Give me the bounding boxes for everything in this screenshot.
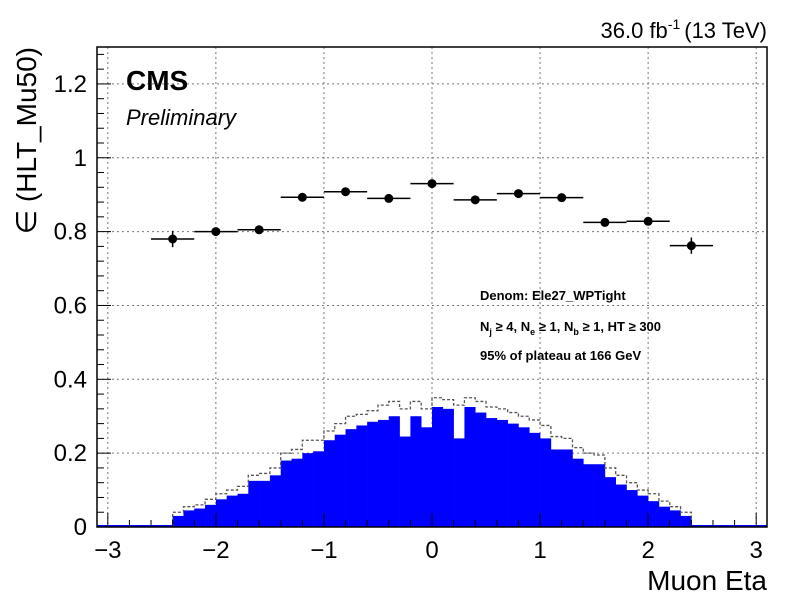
y-tick-label: 1 [74, 145, 87, 172]
passing-hist-bin [496, 419, 508, 527]
passing-hist-bin [626, 490, 638, 527]
passing-hist-bin [561, 449, 573, 527]
x-tick-label: −1 [310, 537, 337, 564]
passing-hist-bin [226, 495, 238, 527]
efficiency-point [427, 179, 437, 189]
passing-hist-bin [313, 451, 325, 527]
passing-hist-bin [583, 464, 595, 527]
passing-hist-bin [637, 495, 649, 527]
passing-hist-bin [248, 480, 260, 527]
y-tick-label: 0.2 [54, 440, 87, 467]
passing-hist-bin [215, 499, 227, 527]
efficiency-point [168, 234, 178, 244]
passing-hist-bin [507, 423, 519, 527]
passing-hist-bin [323, 440, 336, 527]
passing-hist-bin [172, 515, 184, 527]
x-tick-label: 1 [533, 537, 546, 564]
passing-hist-bin [269, 475, 282, 527]
efficiency-point [557, 193, 567, 203]
efficiency-points [151, 179, 713, 254]
passing-hist-bin [399, 436, 411, 527]
passing-hist-bin [388, 416, 400, 527]
passing-hist-bin [475, 412, 487, 527]
passing-hist-bin [302, 453, 314, 527]
passing-hist-bin [280, 460, 292, 527]
efficiency-point [643, 216, 653, 226]
cms-label: CMS [126, 65, 188, 96]
passing-hist-bin [183, 510, 195, 527]
passing-hist-bin [550, 449, 562, 527]
passing-hist-bin [658, 506, 671, 527]
x-tick-label: −3 [94, 537, 121, 564]
passing-hist-bin [464, 407, 476, 527]
passing-hist-bin [453, 438, 465, 527]
selection-label: Nj ≥ 4, Ne ≥ 1, Nb ≥ 1, HT ≥ 300 [480, 319, 661, 337]
passing-hist-bin [259, 480, 271, 527]
efficiency-point [254, 225, 264, 235]
passing-hist-bin [345, 429, 357, 527]
preliminary-label: Preliminary [126, 105, 238, 130]
y-tick-label: 0.8 [54, 219, 87, 246]
passing-hist-bin [540, 438, 552, 527]
passing-hist-bin [669, 510, 681, 527]
y-tick-label: 1.2 [54, 71, 87, 98]
passing-hist-bin [594, 464, 606, 527]
passing-hist-bin [291, 458, 303, 527]
passing-hist-bin [377, 419, 390, 527]
efficiency-point [297, 192, 307, 202]
efficiency-point [686, 241, 696, 251]
passing-hist-bin [680, 515, 692, 527]
denominator-hist-outline [171, 397, 693, 527]
x-tick-label: 0 [425, 537, 438, 564]
denominator-label: Denom: Ele27_WPTight [480, 288, 626, 303]
efficiency-point [513, 189, 523, 199]
passing-hist-bin [604, 477, 617, 527]
efficiency-point [384, 193, 394, 203]
passing-hist-bin [486, 418, 498, 527]
passing-hist-bin [237, 493, 249, 527]
plateau-label: 95% of plateau at 166 GeV [480, 348, 641, 363]
efficiency-point [341, 187, 351, 197]
x-axis-title: Muon Eta [647, 565, 767, 596]
lumi-label: 36.0 fb-1 (13 TeV) [601, 16, 767, 43]
y-tick-label: 0.4 [54, 366, 87, 393]
passing-hist-bin [194, 508, 206, 527]
y-tick-label: 0.6 [54, 292, 87, 319]
passing-hist-bin [410, 416, 422, 527]
passing-hist-bin [205, 504, 217, 527]
x-tick-label: 2 [641, 537, 654, 564]
passing-hist-bin [432, 407, 444, 527]
passing-hist-bin [648, 501, 660, 527]
axis-ticks: −3 −2 −1 0 1 2 3 0 0.2 0.4 0.6 0.8 1 1.2 [54, 53, 763, 564]
passing-hist-bin [334, 434, 346, 527]
passing-hist-bin [518, 427, 530, 527]
passing-hist-bin [421, 427, 433, 527]
efficiency-point [211, 227, 221, 237]
efficiency-point [470, 195, 480, 205]
passing-hist-bin [529, 432, 541, 527]
x-tick-label: −2 [202, 537, 229, 564]
passing-hist-bin [442, 408, 454, 527]
y-tick-label: 0 [74, 514, 87, 541]
passing-hist-bin [572, 458, 584, 527]
passing-hist-bin [615, 484, 627, 527]
passing-hist-bin [356, 425, 368, 527]
efficiency-point [600, 217, 610, 227]
y-axis-title: ∈ (HLT_Mu50) [11, 47, 42, 234]
x-tick-label: 3 [750, 537, 763, 564]
histograms [97, 397, 767, 527]
passing-hist-bin [367, 421, 379, 527]
